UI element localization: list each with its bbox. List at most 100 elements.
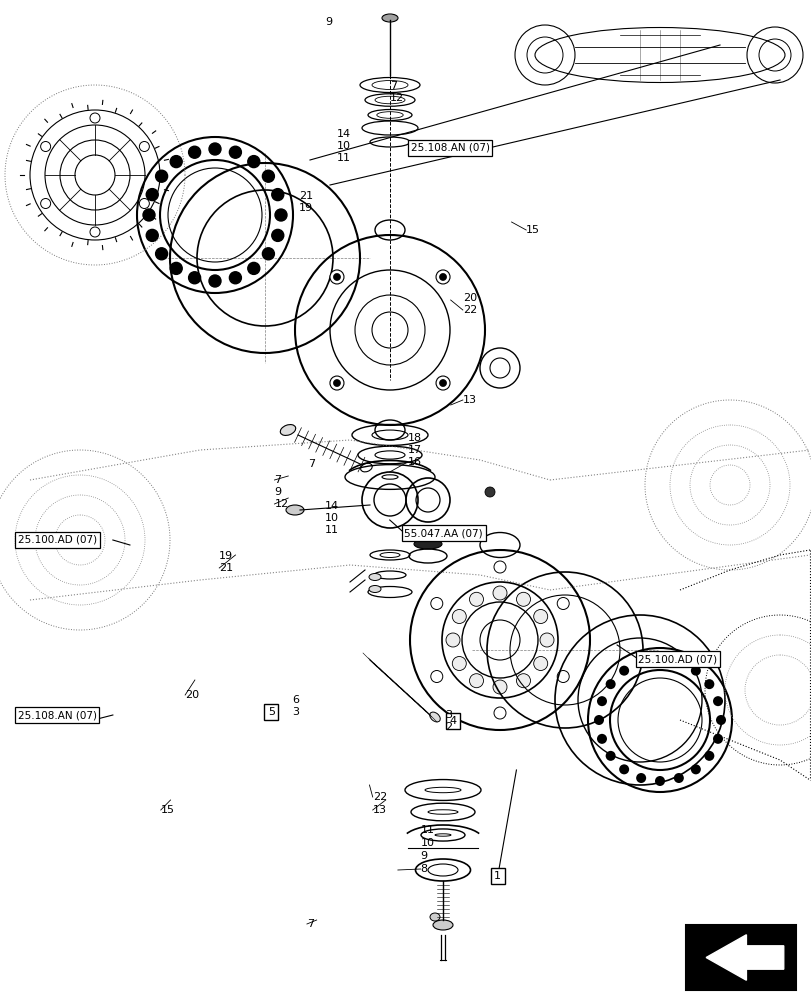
Text: 55.047.AA (07): 55.047.AA (07) [404,528,483,538]
Circle shape [690,764,700,774]
Circle shape [247,262,260,274]
Circle shape [431,670,442,682]
Circle shape [329,376,344,390]
Circle shape [539,633,553,647]
Circle shape [596,734,607,744]
Text: 7: 7 [307,919,314,929]
Circle shape [272,229,283,241]
Circle shape [247,156,260,168]
Circle shape [492,586,506,600]
Circle shape [516,592,530,606]
Text: 19: 19 [219,551,233,561]
Text: 7: 7 [389,81,397,91]
Text: 4: 4 [449,716,456,726]
Ellipse shape [414,539,441,549]
Circle shape [452,656,466,670]
Text: 21: 21 [298,191,312,201]
Text: 15: 15 [161,805,174,815]
Ellipse shape [430,913,440,921]
Circle shape [492,680,506,694]
Ellipse shape [368,585,380,592]
Circle shape [333,380,340,387]
Circle shape [439,380,446,387]
Text: 10: 10 [337,141,350,151]
Text: 15: 15 [526,225,539,235]
Text: 9: 9 [274,487,281,497]
Circle shape [635,657,646,667]
Circle shape [272,189,283,201]
Text: 5: 5 [268,707,274,717]
Circle shape [469,592,483,606]
Text: 8: 8 [420,864,427,874]
Text: 13: 13 [372,805,386,815]
Circle shape [170,156,182,168]
Circle shape [618,764,629,774]
Circle shape [188,272,200,284]
Text: 7: 7 [274,475,281,485]
Circle shape [139,198,149,209]
Circle shape [208,275,221,287]
Text: 21: 21 [219,563,233,573]
Text: 25.100.AD (07): 25.100.AD (07) [18,535,97,545]
Circle shape [516,674,530,688]
Circle shape [654,654,664,664]
Text: 9: 9 [324,17,332,27]
Circle shape [556,597,569,609]
Text: 10: 10 [324,513,338,523]
Circle shape [452,609,466,624]
Circle shape [484,487,495,497]
Text: 14: 14 [337,129,350,139]
Circle shape [275,209,286,221]
Circle shape [156,248,167,260]
Circle shape [230,272,241,284]
Text: 12: 12 [389,93,403,103]
Text: 1: 1 [494,871,500,881]
Text: 7: 7 [308,459,315,469]
Circle shape [329,270,344,284]
Circle shape [703,679,714,689]
Circle shape [139,141,149,151]
Text: 14: 14 [324,501,338,511]
Ellipse shape [432,920,453,930]
Circle shape [188,146,200,158]
Circle shape [90,113,100,123]
Text: 20: 20 [462,293,476,303]
Circle shape [90,227,100,237]
Circle shape [445,633,460,647]
Text: 13: 13 [462,395,476,405]
Circle shape [703,751,714,761]
Text: 25.108.AN (07): 25.108.AN (07) [410,143,489,153]
Ellipse shape [368,574,380,580]
Circle shape [618,666,629,676]
Circle shape [436,270,449,284]
Circle shape [208,143,221,155]
Ellipse shape [280,425,295,435]
Circle shape [431,597,442,609]
Circle shape [146,189,158,201]
Circle shape [533,656,547,670]
Text: 18: 18 [407,433,421,443]
Circle shape [715,715,725,725]
Circle shape [469,674,483,688]
Circle shape [146,229,158,241]
Text: 10: 10 [420,838,434,848]
Ellipse shape [429,712,440,722]
Circle shape [690,666,700,676]
Text: 22: 22 [462,305,477,315]
Text: 20: 20 [185,690,199,700]
Circle shape [493,707,505,719]
Text: 9: 9 [420,851,427,861]
Circle shape [230,146,241,158]
Bar [685,925,795,990]
Text: 2: 2 [444,722,452,732]
Circle shape [262,170,274,182]
Circle shape [712,696,722,706]
Circle shape [439,273,446,280]
Circle shape [436,376,449,390]
Circle shape [635,773,646,783]
Text: 11: 11 [337,153,350,163]
Text: 19: 19 [298,203,312,213]
Circle shape [493,561,505,573]
Circle shape [594,715,603,725]
Text: 16: 16 [407,457,421,467]
